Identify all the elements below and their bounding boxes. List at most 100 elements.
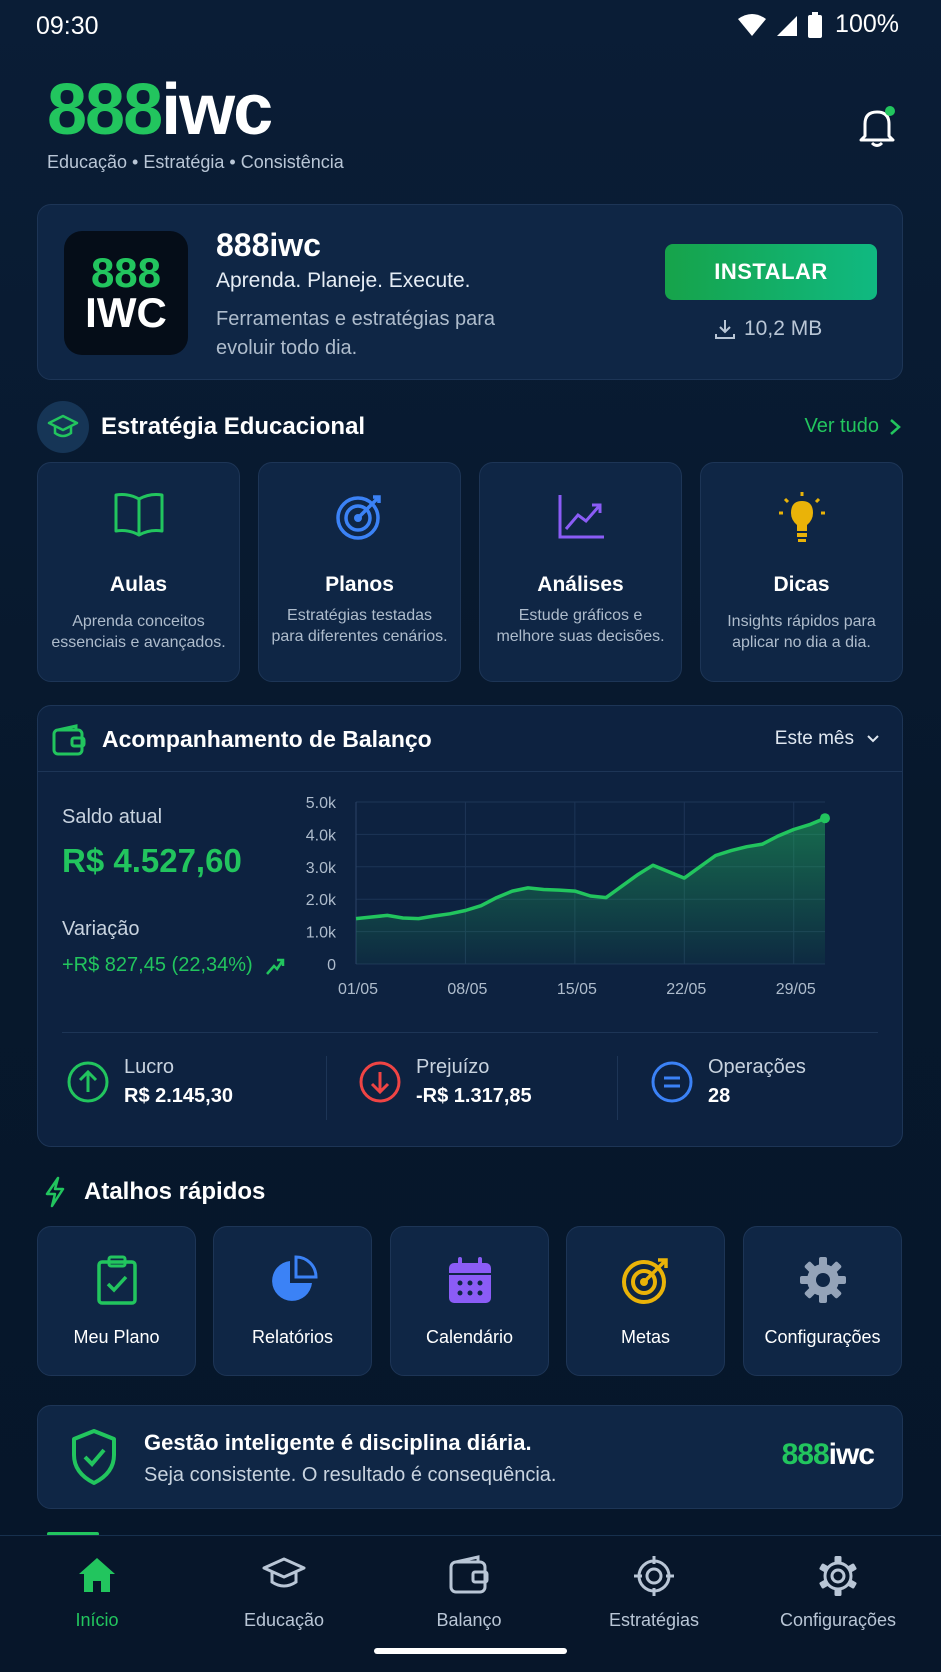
edu-card-desc: Estratégias testadas para diferentes cen…: [271, 607, 448, 645]
bell-icon: [859, 106, 895, 147]
chart-series-line: [355, 816, 826, 921]
app-install-card: 888 IWC 888iwc Aprenda. Planeje. Execute…: [37, 204, 903, 380]
goal-target-icon: [621, 1258, 668, 1304]
see-all-link[interactable]: Ver tudo: [804, 415, 901, 438]
shortcuts-title: Atalhos rápidos: [84, 1178, 266, 1205]
battery-icon: [808, 11, 823, 38]
app-name: 888iwc: [216, 227, 321, 263]
brand-tagline: Educação • Estratégia • Consistência: [47, 152, 344, 172]
arrow-up-circle-icon: [67, 1061, 109, 1103]
chart-point: [820, 813, 830, 824]
gear-icon: [819, 1556, 857, 1596]
stat-lucro: Lucro R$ 2.145,30: [66, 1056, 233, 1108]
nav-balanco[interactable]: Balanço: [384, 1554, 554, 1631]
chart-up-icon: [558, 495, 604, 539]
shortcut-relatorios[interactable]: Relatórios: [213, 1226, 372, 1376]
graduation-cap-icon: [37, 401, 89, 453]
edu-card-desc: Estude gráficos e melhore suas decisões.: [496, 607, 665, 645]
lightning-icon: [45, 1176, 65, 1208]
target-icon: [335, 495, 381, 540]
chart-x-tick-label: 08/05: [447, 981, 487, 998]
edu-card-title: Aulas: [109, 573, 168, 596]
calendar-icon: [448, 1257, 491, 1303]
chart-y-tick-label: 5.0k: [306, 795, 337, 812]
chart-x-tick-label: 22/05: [666, 981, 706, 998]
edu-card-title: Planos: [325, 573, 394, 596]
status-icons: 100%: [737, 10, 899, 39]
wifi-icon: [738, 13, 767, 36]
chart-x-tick-label: 01/05: [338, 981, 378, 998]
chart-area-fill: [356, 818, 825, 964]
equals-circle-icon: [651, 1061, 693, 1103]
edu-card-title: Dicas: [773, 573, 830, 596]
stat-operacoes: Operações 28: [650, 1056, 806, 1108]
balance-card: Acompanhamento de Balanço Este mês Saldo…: [37, 705, 903, 1147]
app-size: 10,2 MB: [714, 317, 822, 341]
nav-configuracoes[interactable]: Configurações: [753, 1554, 923, 1631]
balance-chart: 5.0k 4.0k 3.0k 2.0k 1.0k 0 01/05 08/05 15/05 22/…: [306, 795, 830, 998]
motto-title: Gestão inteligente é disciplina diária.: [144, 1430, 532, 1455]
edu-card-aulas[interactable]: Aulas Aprenda conceitos essenciais e ava…: [37, 462, 240, 682]
gear-icon: [799, 1257, 846, 1303]
chevron-right-icon: [890, 418, 901, 435]
nav-educacao[interactable]: Educação: [199, 1554, 369, 1631]
edu-card-planos[interactable]: Planos Estratégias testadas para diferen…: [258, 462, 461, 682]
variacao-value: +R$ 827,45 (22,34%): [62, 954, 285, 977]
stat-prejuizo: Prejuízo -R$ 1.317,85: [358, 1056, 532, 1108]
edu-card-title: Análises: [537, 573, 624, 596]
shortcut-configuracoes[interactable]: Configurações: [743, 1226, 902, 1376]
chart-y-tick-label: 2.0k: [306, 892, 337, 909]
chart-y-tick-label: 1.0k: [306, 925, 337, 942]
edu-card-dicas[interactable]: Dicas Insights rápidos para aplicar no d…: [700, 462, 903, 682]
stat-separator: [617, 1056, 618, 1120]
variacao-label: Variação: [62, 918, 140, 940]
balance-header: Acompanhamento de Balanço Este mês: [38, 706, 902, 772]
period-select[interactable]: Este mês: [775, 728, 880, 750]
app-subtitle: Aprenda. Planeje. Execute.: [216, 269, 471, 292]
wallet-icon: [449, 1555, 489, 1594]
notifications-button[interactable]: [857, 104, 897, 148]
chart-y-tick-label: 0: [327, 957, 336, 974]
download-icon: [715, 320, 735, 339]
wallet-icon: [52, 724, 86, 756]
stat-separator: [326, 1056, 327, 1120]
brand-logo: 888iwc: [47, 70, 273, 150]
signal-icon: [777, 15, 798, 36]
status-bar: 09:30 100%: [0, 0, 941, 52]
chevron-down-icon: [867, 735, 879, 743]
divider: [62, 1032, 878, 1033]
education-title: Estratégia Educacional: [101, 413, 366, 440]
shortcut-calendario[interactable]: Calendário: [390, 1226, 549, 1376]
clipboard-check-icon: [96, 1255, 137, 1305]
shortcut-metas[interactable]: Metas: [566, 1226, 725, 1376]
motto-card: Gestão inteligente é disciplina diária. …: [37, 1405, 903, 1509]
battery-percent: 100%: [835, 10, 899, 38]
crosshair-icon: [634, 1556, 674, 1596]
edu-card-desc: Insights rápidos para aplicar no dia a d…: [727, 613, 876, 651]
shortcuts-header: Atalhos rápidos: [44, 1176, 265, 1208]
balance-title: Acompanhamento de Balanço: [102, 726, 432, 752]
arrow-down-circle-icon: [359, 1061, 401, 1103]
nav-estrategias[interactable]: Estratégias: [569, 1554, 739, 1631]
book-icon: [114, 493, 163, 537]
saldo-value: R$ 4.527,60: [62, 842, 242, 879]
nav-inicio[interactable]: Início: [12, 1554, 182, 1631]
pie-chart-icon: [271, 1255, 318, 1301]
graduation-cap-icon: [262, 1557, 306, 1588]
education-section-header: Estratégia Educacional: [37, 401, 365, 453]
motto-subtitle: Seja consistente. O resultado é consequê…: [144, 1464, 557, 1486]
chart-x-tick-label: 29/05: [776, 981, 816, 998]
shield-check-icon: [72, 1429, 116, 1485]
trend-up-icon: [265, 958, 284, 975]
chart-y-tick-label: 4.0k: [306, 827, 337, 844]
home-indicator[interactable]: [374, 1648, 567, 1654]
lightbulb-icon: [778, 492, 825, 542]
chart-y-tick-label: 3.0k: [306, 860, 337, 877]
nav-active-indicator: [47, 1532, 99, 1536]
chart-x-tick-label: 15/05: [557, 981, 597, 998]
shortcut-meu-plano[interactable]: Meu Plano: [37, 1226, 196, 1376]
install-button[interactable]: INSTALAR: [665, 244, 877, 300]
edu-card-desc: Aprenda conceitos essenciais e avançados…: [51, 613, 226, 651]
edu-card-analises[interactable]: Análises Estude gráficos e melhore suas …: [479, 462, 682, 682]
status-time: 09:30: [36, 12, 99, 40]
